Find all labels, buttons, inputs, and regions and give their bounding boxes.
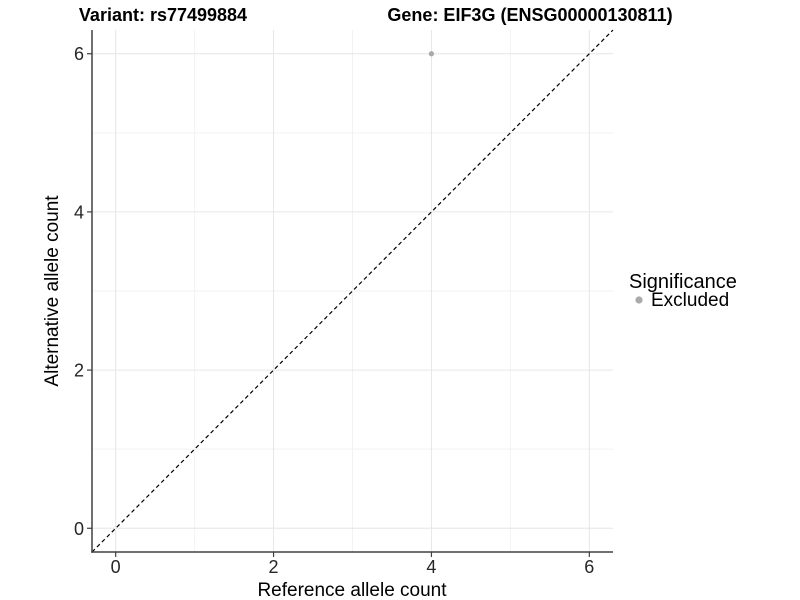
y-axis-tick-label: 0 xyxy=(74,519,84,539)
identity-reference-line xyxy=(91,29,614,553)
legend-key-point-icon xyxy=(635,296,643,304)
y-axis-tick-label: 4 xyxy=(74,202,84,222)
gene-title: Gene: EIF3G (ENSG00000130811) xyxy=(387,5,672,25)
data-point xyxy=(428,51,435,57)
plot-panel: 0 2 4 6 0 2 4 6 xyxy=(74,29,614,577)
y-axis-tick-label: 2 xyxy=(74,361,84,381)
x-axis-tick-label: 0 xyxy=(111,557,121,577)
legend: Significance Excluded xyxy=(629,271,737,311)
x-axis-tick-label: 6 xyxy=(584,557,594,577)
legend-title: Significance xyxy=(629,271,737,293)
x-axis-tick-label: 2 xyxy=(269,557,279,577)
variant-title: Variant: rs77499884 xyxy=(79,5,247,25)
y-axis-tick-label: 6 xyxy=(74,44,84,64)
x-axis-tick-label: 4 xyxy=(426,557,436,577)
x-axis-title: Reference allele count xyxy=(257,580,447,600)
y-axis-title: Alternative allele count xyxy=(42,195,63,387)
legend-item-excluded: Excluded xyxy=(651,290,729,311)
